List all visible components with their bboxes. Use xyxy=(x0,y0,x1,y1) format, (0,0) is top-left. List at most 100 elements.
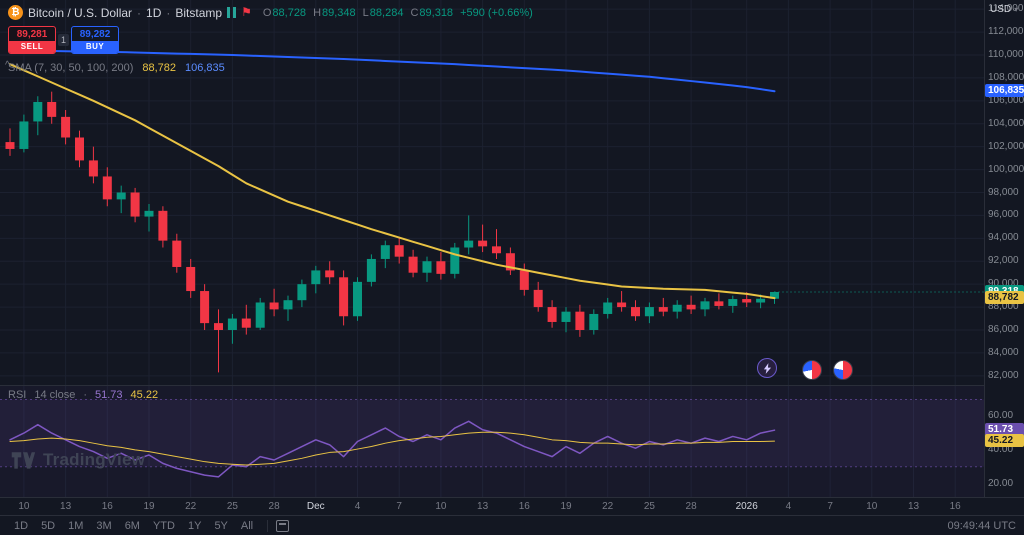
range-5d-button[interactable]: 5D xyxy=(35,519,61,533)
separator-dot: · xyxy=(137,5,142,20)
separator-dot: · xyxy=(83,389,87,401)
interval-value[interactable]: 1D xyxy=(146,5,162,20)
low-value: 88,284 xyxy=(369,6,404,19)
range-1d-button[interactable]: 1D xyxy=(8,519,34,533)
price-chart[interactable] xyxy=(0,0,984,497)
price-tick-label: 100,000 xyxy=(988,163,1024,175)
price-tick-label: 20.00 xyxy=(988,477,1014,489)
rsi-params: 14 close xyxy=(34,389,76,401)
time-tick-label: 19 xyxy=(560,501,572,512)
time-tick-label: 16 xyxy=(518,501,530,512)
high-label: H xyxy=(313,6,322,19)
time-tick-label: 7 xyxy=(396,501,402,512)
quick-badge-icon-2[interactable] xyxy=(833,360,853,380)
separator-dot: · xyxy=(166,5,171,20)
range-3m-button[interactable]: 3M xyxy=(90,519,117,533)
range-5y-button[interactable]: 5Y xyxy=(208,519,233,533)
buy-price: 89,282 xyxy=(79,29,111,40)
time-tick-label: 13 xyxy=(907,501,920,512)
symbol-title-row: ₿ Bitcoin / U.S. Dollar · 1D · Bitstamp … xyxy=(8,5,533,20)
rsi-indicator-legend[interactable]: RSI 14 close · 51.73 45.22 xyxy=(8,389,158,401)
price-tick-label: 104,000 xyxy=(988,117,1024,129)
chevron-down-icon: ▾ xyxy=(1014,5,1019,14)
symbol-title[interactable]: Bitcoin / U.S. Dollar xyxy=(28,5,133,20)
time-tick-label: Dec xyxy=(306,501,325,512)
time-tick-label: 22 xyxy=(602,501,614,512)
buy-label: BUY xyxy=(72,41,119,53)
ohlc-values: O 88,728 H 89,348 L 88,284 C 89,318 +590 (+0… xyxy=(263,7,533,19)
time-tick-label: 22 xyxy=(185,501,197,512)
open-label: O xyxy=(262,6,272,19)
price-tick-label: 40.00 xyxy=(988,443,1014,455)
time-tick-label: 28 xyxy=(685,501,697,512)
price-tick-label: 112,000 xyxy=(988,26,1024,38)
time-tick-label: 10 xyxy=(866,501,878,512)
time-tick-label: 28 xyxy=(268,501,280,512)
rsi-ma-value: 45.22 xyxy=(130,389,159,401)
price-tick-label: 88,000 xyxy=(988,301,1019,313)
pane-separator[interactable] xyxy=(0,385,984,386)
sell-price: 89,281 xyxy=(16,29,48,40)
price-tick-label: 82,000 xyxy=(988,369,1019,381)
sma-value-blue: 106,835 xyxy=(185,62,225,74)
price-label-highlight: 45.22 xyxy=(985,434,1024,448)
bitcoin-icon: ₿ xyxy=(8,5,23,20)
close-label: C xyxy=(410,6,419,19)
exchange-name[interactable]: Bitstamp xyxy=(175,5,223,20)
range-all-button[interactable]: All xyxy=(235,519,259,533)
close-value: 89,318 xyxy=(419,6,454,19)
range-ytd-button[interactable]: YTD xyxy=(147,519,181,533)
range-1m-button[interactable]: 1M xyxy=(62,519,89,533)
price-label-highlight: 51.73 xyxy=(985,423,1024,437)
buy-button[interactable]: 89,282 BUY xyxy=(71,26,120,54)
open-value: 88,728 xyxy=(272,6,307,19)
currency-selector[interactable]: USD ▾ xyxy=(990,4,1018,15)
change-value: +590 (+0.66%) xyxy=(460,6,533,19)
time-tick-label: 7 xyxy=(827,501,833,512)
collapse-arrow-icon[interactable]: ^ xyxy=(5,60,10,71)
time-tick-label: 25 xyxy=(226,501,238,512)
sma-indicator-legend[interactable]: SMA (7, 30, 50, 100, 200) 88,782 106,835 xyxy=(8,62,533,74)
time-tick-label: 10 xyxy=(435,501,447,512)
price-tick-label: 90,000 xyxy=(988,278,1019,290)
time-tick-label: 2026 xyxy=(735,501,758,512)
instant-order-button[interactable] xyxy=(757,358,777,378)
time-tick-label: 19 xyxy=(143,501,155,512)
toolbar-divider xyxy=(267,519,269,532)
quick-badge-icon-1[interactable] xyxy=(802,360,822,380)
flag-icon[interactable]: ⚑ xyxy=(241,5,252,19)
time-tick-label: 4 xyxy=(785,501,792,512)
symbol-legend: ₿ Bitcoin / U.S. Dollar · 1D · Bitstamp … xyxy=(8,5,533,74)
range-1y-button[interactable]: 1Y xyxy=(182,519,207,533)
tradingview-logo-icon xyxy=(11,452,36,469)
time-axis[interactable]: 10 13 16 19 22 25 28 Dec 4 7 10 13 16 19 22 25 28 2026 4 7 1… xyxy=(0,497,1024,515)
price-label-highlight: 106,835 xyxy=(985,84,1024,98)
sma-name: SMA (7, 30, 50, 100, 200) xyxy=(8,62,134,74)
price-tick-label: 92,000 xyxy=(988,255,1019,267)
go-to-date-icon[interactable] xyxy=(276,519,290,532)
price-tick-label: 84,000 xyxy=(988,346,1019,358)
price-axis[interactable]: USD ▾ 114,000 112,000 110,000 108,000 106,00… xyxy=(984,0,1024,497)
time-tick-label: 16 xyxy=(949,501,961,512)
price-tick-label: 94,000 xyxy=(988,232,1019,244)
price-tick-label: 98,000 xyxy=(988,186,1019,198)
price-tick-label: 102,000 xyxy=(988,140,1024,152)
rsi-value: 51.73 xyxy=(95,389,123,401)
clock-utc[interactable]: 09:49:44 UTC xyxy=(947,519,1016,532)
high-value: 89,348 xyxy=(322,6,356,19)
sell-button[interactable]: 89,281 SELL xyxy=(8,26,56,54)
price-tick-label: 86,000 xyxy=(988,324,1019,335)
price-tick-label: 60.00 xyxy=(988,410,1014,422)
price-tick-label: 110,000 xyxy=(988,49,1024,60)
bottom-toolbar: 1D 5D 1M 3M 6M YTD 1Y 5Y All 09:49:44 UT… xyxy=(0,515,1024,535)
rsi-name: RSI xyxy=(8,389,27,401)
low-label: L xyxy=(362,6,369,19)
mini-candles-icon[interactable] xyxy=(227,7,237,18)
time-tick-label: 25 xyxy=(643,501,655,512)
sell-label: SELL xyxy=(9,41,55,53)
range-6m-button[interactable]: 6M xyxy=(119,519,146,533)
watermark-text: TradingView xyxy=(43,450,146,469)
buy-sell-widget: 89,281 SELL 1 89,282 BUY xyxy=(8,26,533,54)
price-label-highlight: 88,782 xyxy=(985,291,1024,305)
